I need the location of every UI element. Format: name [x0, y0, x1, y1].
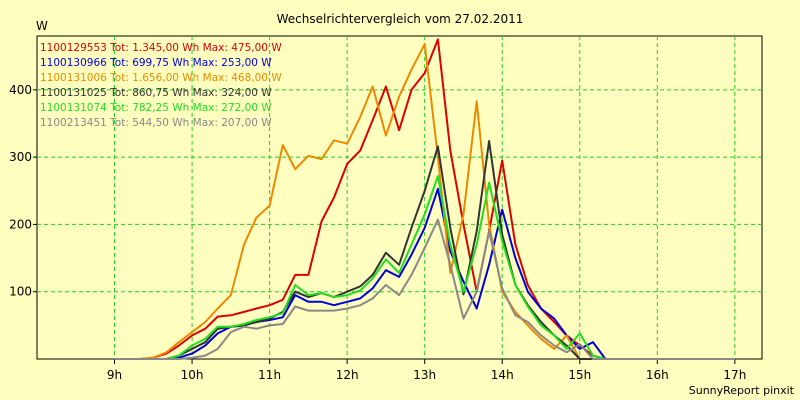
- legend-entry-1100131074: 1100131074 Tot: 782,25 Wh Max: 272,00 W: [40, 102, 272, 114]
- plot-area: 100 200 300 400 9h 10h 11h 12h 13h 14h 15h 16h 17h 11…: [9, 35, 763, 382]
- x-tick-label: 9h: [107, 368, 122, 382]
- x-tick-label: 15h: [568, 368, 591, 382]
- series-line-1100213451: [114, 218, 735, 360]
- x-tick-label: 12h: [336, 368, 359, 382]
- x-tick-label: 16h: [646, 368, 669, 382]
- y-tick-label: 300: [9, 150, 32, 164]
- plot-frame: [36, 35, 763, 360]
- x-tick-label: 17h: [723, 368, 746, 382]
- x-tick-label: 10h: [181, 368, 204, 382]
- legend-entry-1100131006: 1100131006 Tot: 1.656,00 Wh Max: 468,00 …: [40, 72, 282, 84]
- y-tick-label: 100: [9, 285, 32, 299]
- legend-entry-1100129553: 1100129553 Tot: 1.345,00 Wh Max: 475,00 …: [40, 42, 282, 54]
- x-tick-label: 14h: [491, 368, 514, 382]
- footer-credit: SunnyReport pinxit: [689, 384, 795, 397]
- legend-entry-1100213451: 1100213451 Tot: 544,50 Wh Max: 207,00 W: [40, 117, 272, 129]
- x-tick-label: 11h: [258, 368, 281, 382]
- x-tick-label: 13h: [413, 368, 436, 382]
- y-axis-unit: W: [36, 19, 48, 33]
- legend-entry-1100131025: 1100131025 Tot: 860,75 Wh Max: 324,00 W: [40, 87, 272, 99]
- legend-entry-1100130966: 1100130966 Tot: 699,75 Wh Max: 253,00 W: [40, 57, 272, 69]
- y-tick-label: 400: [9, 83, 32, 97]
- chart-title: Wechselrichtervergleich vom 27.02.2011: [277, 12, 524, 26]
- y-tick-label: 200: [9, 217, 32, 231]
